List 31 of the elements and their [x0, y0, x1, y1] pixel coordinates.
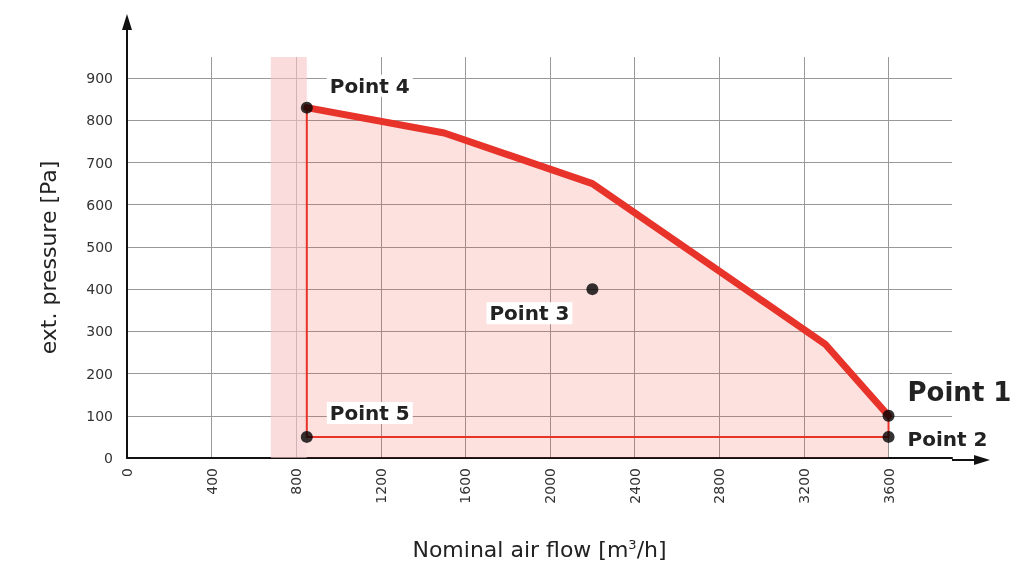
point	[882, 430, 895, 443]
x-tick-label: 1200	[372, 468, 389, 504]
annotation: Point 2	[907, 426, 988, 451]
y-tick-label: 0	[104, 450, 113, 466]
y-tick-label: 200	[86, 365, 113, 382]
x-tick-label: 3200	[795, 468, 812, 504]
y-tick-label: 700	[86, 154, 113, 171]
point	[300, 101, 313, 114]
x-tick-label: 400	[203, 468, 220, 495]
x-tick-label: 800	[288, 468, 305, 495]
x-tick-label: 1600	[457, 468, 474, 504]
x-tick-label: 3600	[880, 468, 897, 504]
y-axis-title: ext. pressure [Pa]	[35, 160, 61, 355]
y-tick-label: 400	[86, 281, 113, 298]
point	[586, 283, 599, 296]
annotation: Point 1	[907, 376, 1011, 407]
y-tick-label: 800	[86, 112, 113, 129]
y-tick-label: 500	[86, 238, 113, 255]
point	[300, 430, 313, 443]
annotation: Point 3	[489, 301, 570, 326]
annotation: Point 5	[329, 400, 410, 425]
y-tick-label: 900	[86, 70, 113, 87]
y-tick-label: 300	[86, 323, 113, 340]
x-tick-label: 2800	[711, 468, 728, 504]
annotation: Point 4	[329, 73, 410, 98]
x-tick-label: 0	[119, 468, 135, 477]
point	[882, 409, 895, 422]
x-tick-label: 2400	[626, 468, 643, 504]
x-tick-label: 2000	[542, 468, 559, 504]
y-tick-label: 100	[86, 407, 113, 424]
y-tick-label: 600	[86, 196, 113, 213]
